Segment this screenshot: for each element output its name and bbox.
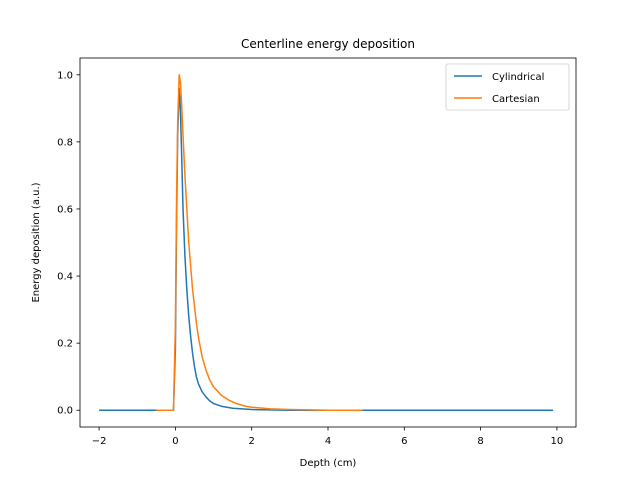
x-tick-label: 4 [325, 436, 331, 447]
x-tick-label: 10 [551, 436, 564, 447]
y-axis: 0.0 0.2 0.4 0.6 0.8 1.0 [57, 70, 80, 417]
x-tick-label: 2 [249, 436, 255, 447]
x-axis: −2 0 2 4 6 8 10 [92, 427, 564, 447]
x-tick-label: 8 [477, 436, 483, 447]
x-tick-label: −2 [92, 436, 107, 447]
x-tick-label: 0 [172, 436, 178, 447]
y-tick-label: 0.4 [57, 272, 73, 283]
y-tick-label: 0.6 [57, 204, 73, 215]
y-tick-label: 0.8 [57, 137, 73, 148]
x-axis-label: Depth (cm) [300, 458, 357, 469]
y-axis-label: Energy deposition (a.u.) [31, 182, 42, 302]
y-tick-label: 0.0 [57, 406, 73, 417]
legend: Cylindrical Cartesian [445, 63, 570, 111]
plot-area [99, 74, 554, 411]
x-tick-label: 6 [401, 436, 407, 447]
legend-label-cylindrical: Cylindrical [492, 72, 544, 83]
y-tick-label: 0.2 [57, 339, 73, 350]
series-line-cartesian [156, 74, 363, 411]
y-tick-label: 1.0 [57, 70, 73, 81]
chart-title: Centerline energy deposition [241, 37, 415, 51]
legend-label-cartesian: Cartesian [492, 94, 540, 105]
